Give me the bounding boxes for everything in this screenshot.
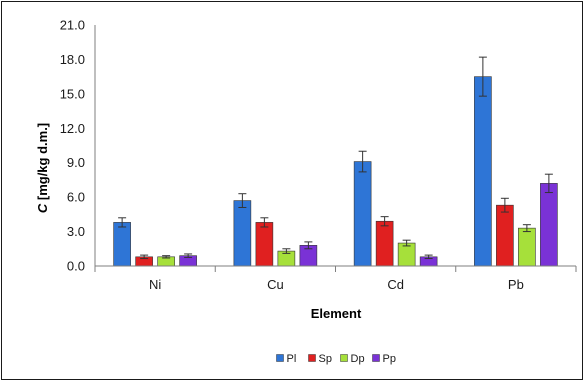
bar-Dp-Cd (397, 242, 416, 267)
bar-Pp-Pb (540, 183, 558, 267)
x-tick-label-Cd: Cd (387, 277, 404, 292)
y-axis-title-italic: C (35, 203, 50, 213)
legend-label-Sp: Sp (319, 353, 332, 365)
bar-Pl-Cd (353, 161, 372, 267)
y-tick-label-6: 18.0 (60, 52, 85, 67)
legend-swatch-Pp (372, 354, 380, 362)
legend-swatch-Pl (276, 354, 284, 362)
x-axis-ticks: Ni Cu Cd Pb (149, 277, 524, 292)
legend: Pl Sp Dp Pp (276, 353, 396, 365)
legend-label-Dp: Dp (351, 353, 365, 365)
legend-label-Pl: Pl (287, 353, 297, 365)
y-tick-label-4: 12.0 (60, 121, 85, 136)
bar-Sp-Cd (375, 220, 394, 267)
y-tick-label-3: 9.0 (67, 155, 85, 170)
bar-Pl-Pb (474, 76, 492, 267)
bars-group (113, 76, 558, 267)
error-bars-group (118, 56, 553, 260)
y-tick-label-7: 21.0 (60, 18, 85, 33)
bar-Sp-Cu (255, 222, 274, 267)
bar-Dp-Pb (518, 227, 536, 267)
legend-swatch-Dp (340, 354, 348, 362)
y-axis-ticks: 0.0 3.0 6.0 9.0 12.0 15.0 18.0 21.0 (60, 18, 85, 274)
bar-Pl-Ni (113, 222, 131, 267)
legend-swatch-Sp (308, 354, 316, 362)
y-tick-label-5: 15.0 (60, 86, 85, 101)
axes (94, 25, 577, 272)
bar-Sp-Pb (496, 204, 514, 267)
y-tick-label-1: 3.0 (67, 224, 85, 239)
y-axis-title: C [mg/kg d.m.] (35, 123, 50, 213)
y-axis-title-rest: [mg/kg d.m.] (35, 123, 50, 204)
x-tick-label-Ni: Ni (149, 277, 161, 292)
bar-Pl-Cu (233, 200, 252, 267)
x-axis-title: Element (311, 306, 362, 321)
y-tick-label-2: 6.0 (67, 190, 85, 205)
x-tick-label-Pb: Pb (508, 277, 524, 292)
legend-label-Pp: Pp (383, 353, 396, 365)
x-tick-label-Cu: Cu (267, 277, 284, 292)
y-tick-label-0: 0.0 (67, 259, 85, 274)
